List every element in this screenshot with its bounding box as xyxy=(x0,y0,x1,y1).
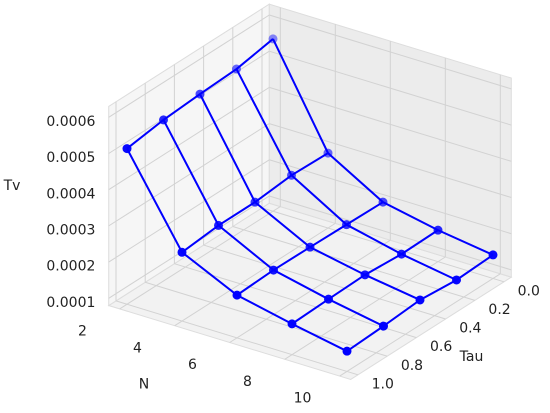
y-tick-label: 0.8 xyxy=(401,358,423,374)
data-point xyxy=(324,294,333,304)
data-point xyxy=(378,197,388,207)
grid-line xyxy=(339,273,501,377)
y-tick-label: 1.0 xyxy=(372,376,394,392)
y-tick-label: 0.6 xyxy=(430,339,452,355)
grid-line xyxy=(145,281,388,357)
z-tick-label: 0.0001 xyxy=(46,295,95,311)
grid-line xyxy=(203,244,446,320)
grid-line xyxy=(269,50,512,126)
x-tick-label: 2 xyxy=(78,323,87,339)
data-point xyxy=(177,247,187,257)
z-tick-label: 0.0004 xyxy=(46,186,95,202)
data-point xyxy=(269,265,278,275)
y-axis-label: Tau xyxy=(459,349,484,365)
data-point xyxy=(287,170,296,180)
y-tick-label: 0.4 xyxy=(459,321,481,337)
grid-line xyxy=(269,159,512,235)
grid-line xyxy=(108,123,270,227)
z-tick-label: 0.0002 xyxy=(46,259,95,275)
z-tick-label: 0.0005 xyxy=(46,150,95,166)
data-point xyxy=(415,295,425,305)
data-point xyxy=(195,89,205,99)
grid-line xyxy=(229,239,391,343)
y-tick-label: 0.2 xyxy=(488,302,510,318)
x-tick-label: 10 xyxy=(294,391,312,407)
data-point xyxy=(232,290,242,300)
grid-line xyxy=(269,86,512,162)
z-tick-label: 0.0003 xyxy=(46,223,95,239)
grid-line xyxy=(232,226,475,301)
x-tick-label: 6 xyxy=(188,357,197,373)
data-point xyxy=(268,34,278,44)
grid-line xyxy=(108,86,270,191)
x-tick-label: 8 xyxy=(243,374,252,390)
data-point xyxy=(287,319,297,329)
data-point xyxy=(250,197,260,207)
data-point xyxy=(159,115,168,125)
data-point xyxy=(433,225,443,235)
grid-line xyxy=(108,14,270,118)
data-point xyxy=(452,275,461,285)
data-point xyxy=(122,144,132,154)
data-point xyxy=(214,220,223,230)
plot-area: 2 4 6 8 10 0.0 0.2 0.4 0.6 0.8 1.0 0.0001 0.0002 0.00… xyxy=(46,3,540,407)
grid-line xyxy=(115,300,359,376)
x-tick-label: 4 xyxy=(133,340,142,356)
grid-line xyxy=(119,206,281,310)
grid-line xyxy=(174,222,336,327)
grid-line xyxy=(269,123,512,198)
data-point xyxy=(232,64,241,74)
data-point xyxy=(379,321,388,331)
data-point xyxy=(342,220,351,230)
grid-line xyxy=(174,263,417,339)
grid-line xyxy=(269,14,512,90)
y-tick-label: 0.0 xyxy=(518,283,540,299)
x-axis-label: N xyxy=(139,376,149,392)
grid-line xyxy=(284,256,446,360)
data-point xyxy=(342,346,352,356)
grid-line xyxy=(269,195,512,271)
data-point xyxy=(397,249,406,259)
z-axis-label: Tv xyxy=(3,178,21,194)
data-point xyxy=(488,250,498,260)
data-point xyxy=(305,242,315,252)
data-point xyxy=(360,270,370,280)
z-tick-label: 0.0006 xyxy=(46,114,95,130)
data-point xyxy=(323,148,333,158)
